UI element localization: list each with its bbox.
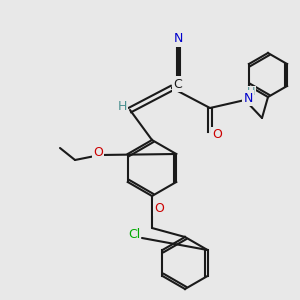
Text: N: N <box>243 92 253 104</box>
Text: Cl: Cl <box>128 229 140 242</box>
Text: N: N <box>173 32 183 46</box>
Text: H: H <box>247 87 255 97</box>
Text: O: O <box>93 146 103 160</box>
Text: O: O <box>154 202 164 214</box>
Text: O: O <box>212 128 222 142</box>
Text: C: C <box>174 77 182 91</box>
Text: H: H <box>117 100 127 113</box>
